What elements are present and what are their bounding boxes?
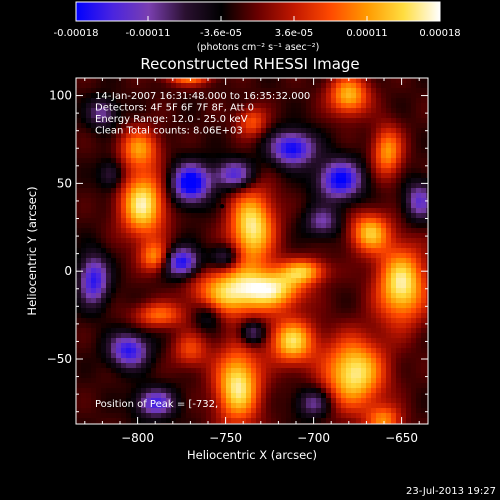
x-tick-label: −800 [121, 431, 154, 445]
colorbar-tick-label: -0.00018 [54, 28, 99, 39]
x-axis-label: Heliocentric X (arcsec) [187, 448, 317, 462]
y-tick-label: −50 [47, 352, 72, 366]
y-tick-label: 0 [64, 264, 72, 278]
info-line: Energy Range: 12.0 - 25.0 keV [95, 114, 248, 125]
y-tick-label: 100 [49, 89, 72, 103]
colorbar: -0.00018 -0.00011 -3.6e-05 3.6e-05 0.00011 0.… [54, 1, 461, 53]
plot-title: Reconstructed RHESSI Image [140, 55, 359, 73]
info-line: Clean Total counts: 8.06E+03 [95, 126, 243, 137]
heatmap-image [76, 78, 428, 424]
info-line: Detectors: 4F 5F 6F 7F 8F, Att 0 [95, 103, 254, 114]
y-tick-label: 50 [57, 176, 72, 190]
x-tick-label: −650 [385, 431, 418, 445]
peak-position-label: Position of Peak = [-732, [95, 399, 218, 410]
y-axis: 100 50 0 −50 [47, 77, 428, 413]
peak-marker [219, 204, 225, 209]
colorbar-tick-label: 0.00018 [419, 28, 460, 39]
x-tick-label: −750 [209, 431, 242, 445]
info-text: 14-Jan-2007 16:31:48.000 to 16:35:32.000… [95, 91, 310, 137]
info-line: 14-Jan-2007 16:31:48.000 to 16:35:32.000 [95, 91, 310, 102]
colorbar-gradient [75, 1, 441, 22]
plot-area: 14-Jan-2007 16:31:48.000 to 16:35:32.000… [47, 77, 429, 445]
footer-date: 23-Jul-2013 19:27 [406, 486, 496, 497]
colorbar-tick-label: 3.6e-05 [275, 28, 313, 39]
y-axis-label: Heliocentric Y (arcsec) [25, 186, 39, 315]
x-axis: −800 −750 −700 −650 [84, 78, 420, 445]
colorbar-tick-label: -0.00011 [126, 28, 171, 39]
colorbar-tick-label: 0.00011 [346, 28, 387, 39]
colorbar-tick-label: -3.6e-05 [200, 28, 242, 39]
plot-frame [75, 77, 429, 425]
colorbar-units-label: (photons cm⁻² s⁻¹ asec⁻²) [197, 42, 320, 53]
x-tick-label: −700 [297, 431, 330, 445]
